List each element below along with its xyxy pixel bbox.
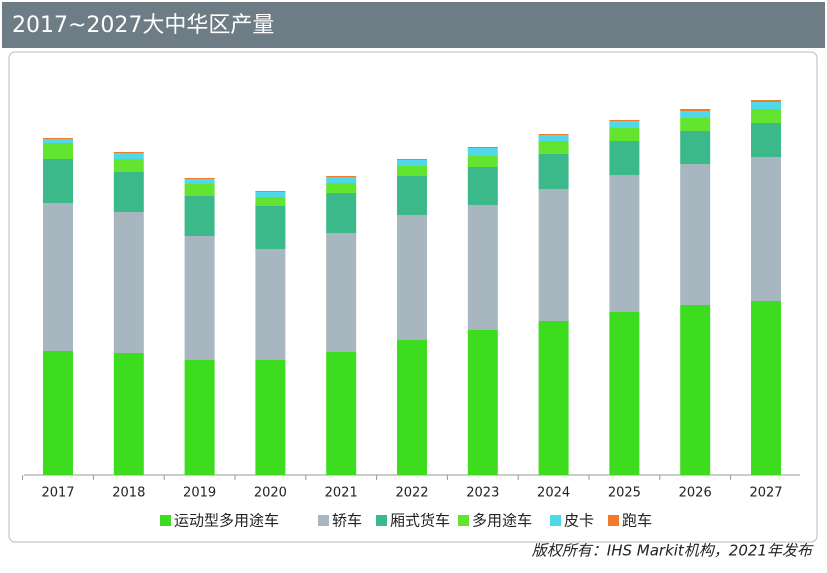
bar-segment bbox=[326, 193, 357, 233]
legend-label: 轿车 bbox=[332, 512, 362, 530]
legend-label: 厢式货车 bbox=[390, 512, 450, 530]
bar-segment bbox=[538, 141, 569, 154]
bar-segment bbox=[326, 177, 357, 183]
bar-segment bbox=[397, 160, 427, 166]
bar-segment bbox=[184, 178, 215, 179]
x-tick-label: 2019 bbox=[183, 486, 216, 501]
bar-segment bbox=[113, 153, 144, 159]
bar-segment bbox=[751, 102, 781, 109]
x-tick-label: 2027 bbox=[749, 486, 782, 501]
legend-label: 皮卡 bbox=[564, 512, 594, 530]
bar-segment bbox=[609, 141, 640, 175]
bar-segment bbox=[255, 191, 286, 192]
bar-segment bbox=[113, 353, 144, 475]
bar-segment bbox=[680, 164, 711, 305]
bar-segment bbox=[326, 233, 357, 352]
bar-segment bbox=[43, 138, 73, 139]
x-tick-label: 2025 bbox=[608, 486, 641, 501]
x-tick-label: 2021 bbox=[325, 486, 358, 501]
bar-segment bbox=[184, 184, 215, 196]
legend-label: 运动型多用途车 bbox=[174, 512, 279, 530]
bar-segment bbox=[680, 109, 711, 111]
source: 版权所有：IHS Markit机构，2021年发布 bbox=[532, 542, 814, 560]
bar-segment bbox=[467, 148, 498, 156]
bar-segment bbox=[680, 118, 711, 131]
legend-label: 跑车 bbox=[622, 512, 652, 530]
legend-label: 多用途车 bbox=[472, 512, 532, 530]
bar-segment bbox=[326, 176, 357, 177]
bar-segment bbox=[184, 179, 215, 184]
legend-swatch bbox=[608, 515, 619, 526]
bar-segment bbox=[397, 340, 427, 475]
bar-segment bbox=[467, 167, 498, 205]
bar-segment bbox=[538, 134, 569, 135]
bar-segment bbox=[609, 312, 640, 475]
x-tick-label: 2024 bbox=[537, 486, 570, 501]
x-tick-label: 2022 bbox=[395, 486, 428, 501]
bar-segment bbox=[255, 197, 286, 206]
bar-segment bbox=[113, 159, 144, 172]
bar-segment bbox=[538, 154, 569, 189]
legend-swatch bbox=[550, 515, 561, 526]
bar-segment bbox=[43, 139, 73, 143]
legend-swatch bbox=[458, 515, 469, 526]
bar-segment bbox=[538, 135, 569, 141]
bar-segment bbox=[255, 206, 286, 249]
bar-segment bbox=[609, 121, 640, 128]
bar-segment bbox=[751, 301, 781, 475]
x-tick-label: 2017 bbox=[41, 486, 74, 501]
bar-segment bbox=[43, 203, 73, 351]
bar-segment bbox=[326, 183, 357, 193]
bar-segment bbox=[751, 109, 781, 123]
bar-segment bbox=[113, 152, 144, 153]
bar-segment bbox=[397, 176, 427, 215]
bar-segment bbox=[43, 159, 73, 203]
x-tick-label: 2020 bbox=[254, 486, 287, 501]
bar-segment bbox=[680, 305, 711, 475]
bar-segment bbox=[467, 330, 498, 475]
bar-segment bbox=[255, 360, 286, 475]
bar-segment bbox=[113, 172, 144, 212]
bar-segment bbox=[184, 236, 215, 360]
bar-segment bbox=[538, 321, 569, 475]
plot-frame bbox=[8, 51, 818, 543]
bar-segment bbox=[43, 143, 73, 159]
bar-segment bbox=[467, 147, 498, 148]
bar-segment bbox=[113, 212, 144, 353]
x-tick-label: 2023 bbox=[466, 486, 499, 501]
title-bar bbox=[2, 2, 825, 48]
bar-segment bbox=[467, 156, 498, 167]
legend-swatch bbox=[160, 515, 171, 526]
legend-swatch bbox=[318, 515, 329, 526]
bar-segment bbox=[751, 100, 781, 102]
bar-segment bbox=[255, 249, 286, 360]
bar-segment bbox=[609, 120, 640, 121]
bar-segment bbox=[467, 205, 498, 330]
bar-segment bbox=[751, 157, 781, 301]
legend-swatch bbox=[376, 515, 387, 526]
bar-segment bbox=[255, 192, 286, 197]
chart-title: 2017~2027大中华区产量 bbox=[12, 13, 274, 38]
bar-segment bbox=[680, 111, 711, 118]
x-tick-label: 2018 bbox=[112, 486, 145, 501]
bar-segment bbox=[609, 128, 640, 141]
x-tick-label: 2026 bbox=[679, 486, 712, 501]
bar-segment bbox=[397, 215, 427, 340]
bar-segment bbox=[538, 189, 569, 321]
bar-segment bbox=[184, 196, 215, 236]
bar-segment bbox=[326, 352, 357, 475]
bar-segment bbox=[680, 131, 711, 164]
bar-segment bbox=[751, 123, 781, 157]
bar-segment bbox=[609, 175, 640, 312]
bar-segment bbox=[43, 351, 73, 475]
bar-segment bbox=[184, 360, 215, 475]
bar-segment bbox=[397, 166, 427, 176]
bar-segment bbox=[397, 159, 427, 160]
